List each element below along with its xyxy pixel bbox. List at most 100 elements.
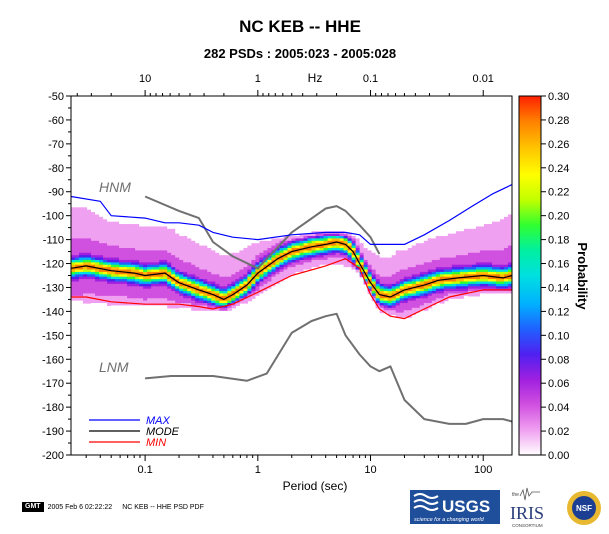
density-cell [187,245,192,249]
density-cell [151,243,156,247]
density-cell [491,224,497,228]
density-cell [491,236,497,239]
density-cell [415,247,421,251]
density-cell [443,295,449,299]
density-cell [411,269,417,273]
density-cell [183,305,188,309]
density-cell [339,250,345,254]
density-cell [79,224,84,228]
density-cell [235,286,240,290]
density-cell [263,240,269,244]
density-cell [207,255,212,259]
density-cell [243,255,248,259]
density-cell [83,286,88,290]
density-cell [119,247,124,251]
density-cell [219,240,224,244]
density-cell [255,295,261,299]
density-cell [475,259,481,263]
density-cell [359,259,365,263]
density-cell [83,209,88,213]
density-cell [119,259,124,263]
density-cell [463,219,469,223]
density-cell [127,257,132,261]
density-cell [187,305,192,309]
density-cell [407,288,413,292]
density-cell [103,233,108,237]
density-cell [303,247,309,251]
density-cell [147,243,152,247]
density-cell [255,281,261,285]
density-cell [75,221,80,225]
density-cell [331,233,337,237]
density-cell [303,240,309,244]
density-cell [447,286,453,290]
density-cell [447,224,453,228]
density-cell [83,283,88,287]
density-cell [155,298,160,302]
density-cell [387,255,393,259]
density-cell [119,269,124,273]
density-cell [183,238,188,242]
density-cell [415,240,421,244]
density-cell [179,257,184,261]
density-cell [471,252,477,256]
density-cell [99,262,104,266]
density-cell [179,283,184,287]
density-cell [439,259,445,263]
density-cell [435,267,441,271]
density-cell [123,283,128,287]
density-cell [427,286,433,290]
density-cell [255,269,261,273]
density-cell [115,298,120,302]
density-cell [227,255,232,259]
density-cell [75,212,80,216]
density-cell [459,245,465,249]
density-cell [323,238,329,242]
density-cell [83,259,88,263]
density-cell [283,255,289,259]
density-cell [419,305,425,309]
density-cell [163,231,168,235]
density-cell [103,295,108,299]
density-cell [391,298,397,302]
density-cell [383,255,389,259]
density-cell [183,300,188,304]
density-cell [319,245,325,249]
density-cell [119,262,124,266]
density-cell [247,293,253,297]
density-cell [115,216,120,220]
density-cell [135,286,140,290]
density-cell [91,224,96,228]
density-cell [483,255,489,259]
density-cell [287,271,293,275]
density-cell [143,293,148,297]
density-cell [131,221,136,225]
density-cell [183,307,188,311]
density-cell [471,221,477,225]
density-cell [207,267,212,271]
density-cell [503,200,509,204]
density-cell [87,245,92,249]
density-cell [475,219,481,223]
density-cell [79,207,84,211]
density-cell [103,252,108,256]
density-cell [111,238,116,242]
density-cell [227,286,232,290]
density-cell [203,252,208,256]
density-cell [103,303,108,307]
density-cell [219,291,224,295]
density-cell [143,250,148,254]
density-cell [95,271,100,275]
density-cell [395,310,401,314]
density-cell [463,286,469,290]
density-cell [243,274,248,278]
density-cell [187,240,192,244]
density-cell [363,279,369,283]
density-cell [151,276,156,280]
density-cell [215,305,220,309]
density-cell [87,238,92,242]
density-cell [147,245,152,249]
density-cell [171,279,176,283]
density-cell [111,259,116,263]
density-cell [367,255,373,259]
